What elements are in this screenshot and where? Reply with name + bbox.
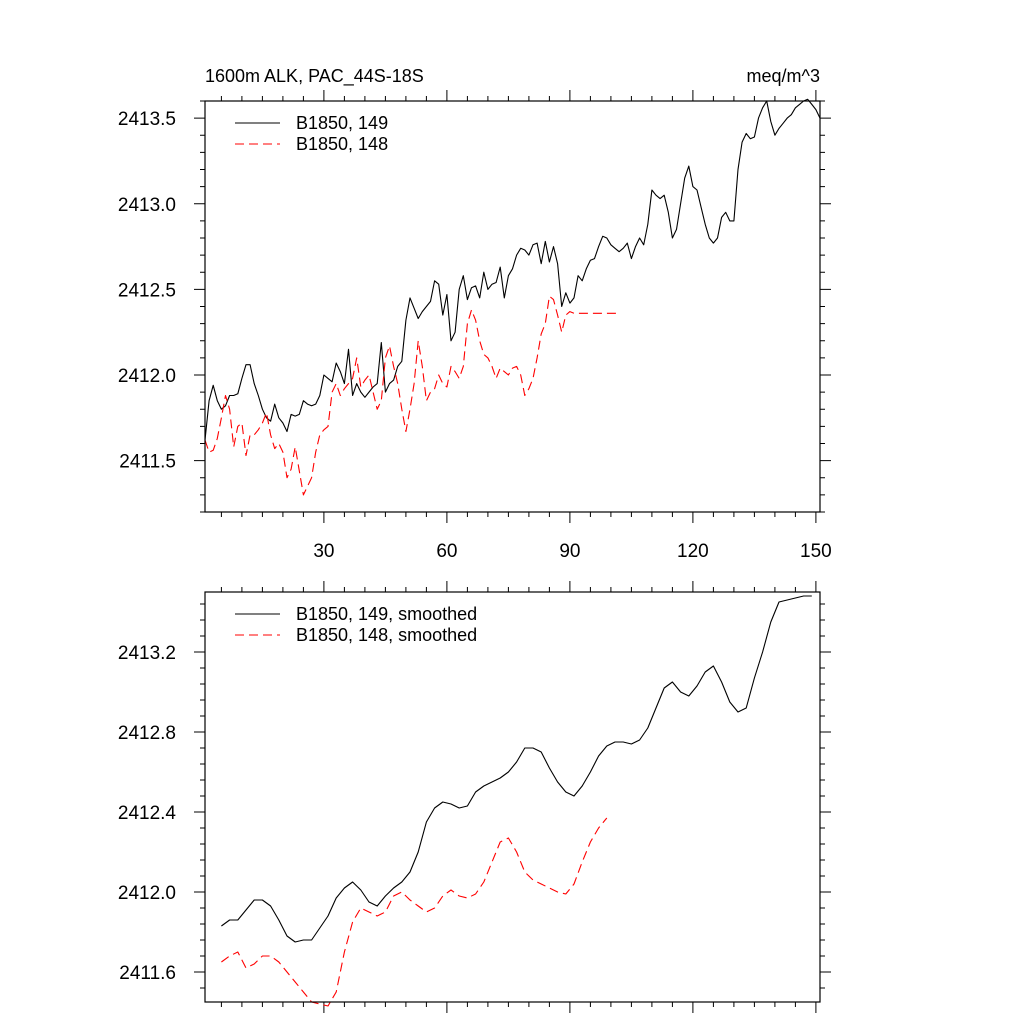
- legend-label-2: B1850, 148: [296, 134, 388, 154]
- tick-labels-top: 2411.5 2412.0 2412.5 2413.0 2413.5 30 60 90 120 1…: [118, 109, 832, 562]
- y-tick-label: 2412.8: [118, 723, 176, 744]
- series-line-2: [204, 295, 620, 496]
- axis-ticks-bottom: [194, 581, 831, 1013]
- legend-label-1: B1850, 149: [296, 113, 388, 133]
- legend-label-2: B1850, 148, smoothed: [296, 625, 477, 645]
- plot-frame-bottom: [204, 591, 821, 1003]
- y-tick-label: 2412.0: [118, 883, 176, 904]
- y-tick-label: 2412.0: [118, 366, 176, 387]
- plot-lines-top: [204, 98, 821, 496]
- y-tick-label: 2411.6: [119, 963, 176, 984]
- chart-units-label: meq/m^3: [747, 66, 820, 86]
- chart-title-left: 1600m ALK, PAC_44S-18S: [205, 66, 424, 87]
- legend-label-1: B1850, 149, smoothed: [296, 604, 477, 624]
- axis-ticks-top: [194, 90, 831, 523]
- chart-panel-bottom: 2411.6 2412.0 2412.4 2412.8 2413.2 B1850, 14…: [118, 581, 831, 1013]
- y-tick-label: 2412.5: [118, 280, 176, 301]
- x-tick-label: 60: [436, 541, 457, 562]
- y-tick-label: 2413.0: [118, 195, 176, 216]
- plot-lines-bottom: [221, 595, 812, 1007]
- series-line-1: [204, 98, 821, 441]
- x-tick-label: 120: [677, 541, 709, 562]
- series-line-2: [221, 817, 608, 1007]
- y-tick-label: 2413.5: [118, 109, 176, 130]
- y-tick-label: 2413.2: [118, 643, 176, 664]
- y-tick-label: 2412.4: [118, 803, 177, 824]
- x-tick-label: 30: [313, 541, 334, 562]
- series-line-1: [221, 595, 812, 943]
- x-tick-label: 90: [559, 541, 580, 562]
- y-tick-label: 2411.5: [119, 452, 176, 473]
- plot-frame-top: [204, 100, 821, 513]
- x-tick-label: 150: [800, 541, 832, 562]
- tick-labels-bottom: 2411.6 2412.0 2412.4 2412.8 2413.2: [118, 643, 177, 984]
- chart-panel-top: 1600m ALK, PAC_44S-18S meq/m^3 2411.5241…: [118, 66, 832, 562]
